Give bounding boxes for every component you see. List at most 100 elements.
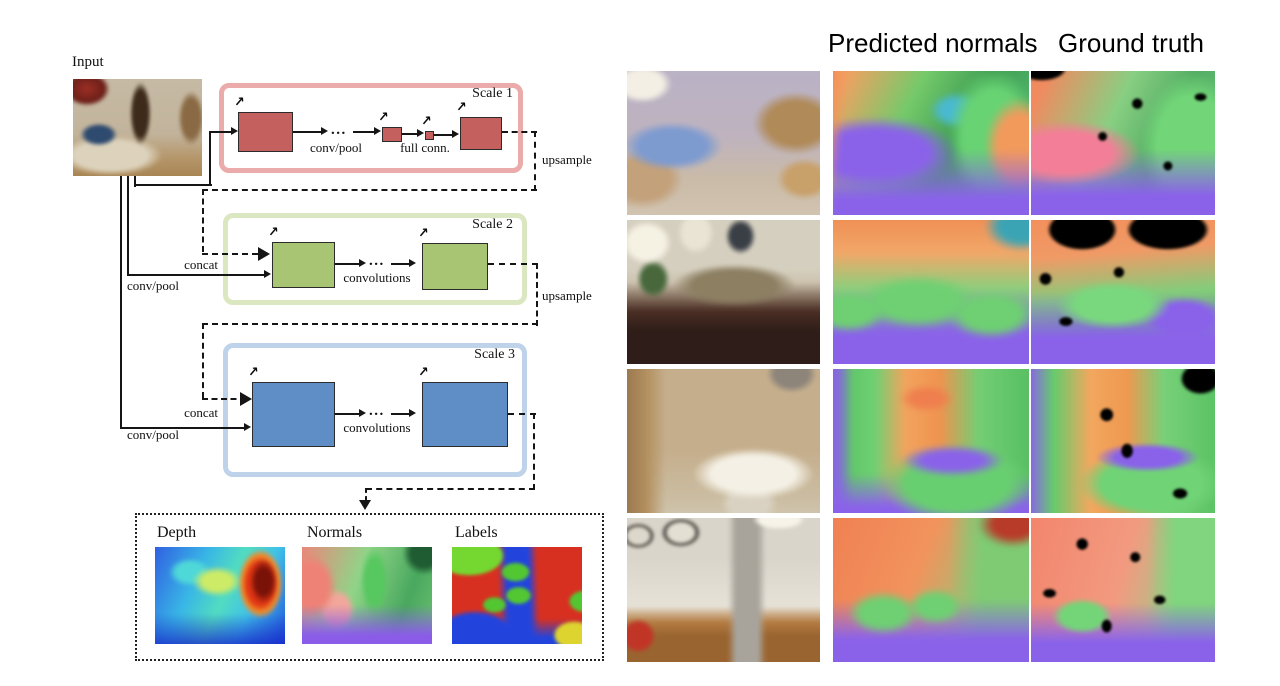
connector-line bbox=[127, 274, 266, 276]
ground-truth-image bbox=[1031, 518, 1215, 662]
convolutions-label: convolutions bbox=[343, 270, 411, 285]
input-photo bbox=[73, 79, 202, 176]
ground-truth-art bbox=[1031, 369, 1215, 513]
depth-map-image bbox=[155, 547, 285, 644]
arrowhead-icon bbox=[359, 500, 371, 510]
connector-line bbox=[209, 131, 233, 133]
outputs-frame bbox=[135, 513, 604, 661]
dashed-connector-line bbox=[366, 488, 535, 490]
predicted-normals-header: Predicted normals bbox=[828, 28, 1038, 58]
connector-line bbox=[134, 176, 136, 187]
dashed-connector-line bbox=[202, 189, 204, 252]
connector-line bbox=[120, 176, 122, 429]
dashed-connector-line bbox=[508, 413, 536, 415]
output-layer-box bbox=[460, 117, 502, 150]
dashed-connector-line bbox=[534, 131, 536, 191]
arrowhead-icon bbox=[409, 259, 416, 267]
scale2-title: Scale 2 bbox=[472, 217, 513, 232]
ground-truth-art bbox=[1031, 518, 1215, 662]
result-input-art bbox=[627, 71, 820, 215]
feature-map-arrow-icon: ↗ bbox=[455, 99, 468, 116]
result-input-photo bbox=[627, 220, 820, 364]
conv-pool-label: conv/pool bbox=[127, 427, 179, 442]
conv-layer-box bbox=[382, 127, 402, 142]
ellipsis-label: ... bbox=[331, 122, 347, 138]
normals-map-art bbox=[302, 547, 432, 644]
dashed-connector-line bbox=[365, 488, 367, 501]
result-input-photo bbox=[627, 518, 820, 662]
arrowhead-icon bbox=[240, 392, 252, 406]
result-input-photo bbox=[627, 71, 820, 215]
feature-map-arrow-icon: ↗ bbox=[417, 225, 430, 242]
depth-map-art bbox=[155, 547, 285, 644]
upsample-label-1: upsample bbox=[542, 152, 592, 167]
connector-line bbox=[402, 133, 418, 135]
ellipsis-label: ... bbox=[369, 253, 385, 269]
conv-layer-box bbox=[252, 382, 335, 447]
predicted-normals-art bbox=[833, 71, 1029, 215]
dashed-connector-line bbox=[488, 263, 538, 265]
connector-line bbox=[335, 413, 361, 415]
connector-line bbox=[209, 131, 211, 186]
conv-pool-label: conv/pool bbox=[127, 278, 179, 293]
connector-line bbox=[434, 134, 453, 136]
feature-map-arrow-icon: ↗ bbox=[420, 113, 433, 130]
labels-map-image bbox=[452, 547, 582, 644]
full-conn-label: full conn. bbox=[400, 140, 450, 155]
connector-line bbox=[127, 176, 129, 276]
connector-line bbox=[391, 263, 411, 265]
arrowhead-icon bbox=[359, 259, 366, 267]
dashed-connector-line bbox=[502, 131, 537, 133]
ellipsis-label: ... bbox=[369, 403, 385, 419]
normals-label: Normals bbox=[307, 524, 363, 541]
upsample-label-2: upsample bbox=[542, 288, 592, 303]
ground-truth-header: Ground truth bbox=[1058, 28, 1204, 58]
arrowhead-icon bbox=[264, 270, 271, 278]
predicted-normals-image bbox=[833, 369, 1029, 513]
ground-truth-image bbox=[1031, 71, 1215, 215]
normals-map-image bbox=[302, 547, 432, 644]
scale3-title: Scale 3 bbox=[474, 347, 515, 362]
fc-layer-box bbox=[425, 131, 434, 140]
feature-map-arrow-icon: ↗ bbox=[247, 364, 260, 381]
depth-label: Depth bbox=[157, 524, 197, 541]
predicted-normals-art bbox=[833, 369, 1029, 513]
feature-map-arrow-icon: ↗ bbox=[233, 94, 246, 111]
feature-map-arrow-icon: ↗ bbox=[267, 224, 280, 241]
predicted-normals-image bbox=[833, 220, 1029, 364]
connector-line bbox=[293, 131, 323, 133]
convolutions-label: convolutions bbox=[343, 420, 411, 435]
connector-line bbox=[335, 263, 361, 265]
conv-layer-box bbox=[422, 243, 488, 290]
arrowhead-icon bbox=[258, 247, 270, 261]
arrowhead-icon bbox=[321, 127, 328, 135]
arrowhead-icon bbox=[409, 409, 416, 417]
arrowhead-icon bbox=[374, 127, 381, 135]
labels-label: Labels bbox=[455, 524, 498, 541]
concat-label: concat bbox=[184, 257, 218, 272]
ground-truth-art bbox=[1031, 220, 1215, 364]
labels-map-art bbox=[452, 547, 582, 644]
arrowhead-icon bbox=[231, 127, 238, 135]
result-input-photo bbox=[627, 369, 820, 513]
result-input-art bbox=[627, 220, 820, 364]
connector-line bbox=[391, 413, 411, 415]
connector-line bbox=[120, 427, 246, 429]
dashed-connector-line bbox=[202, 323, 538, 325]
arrowhead-icon bbox=[417, 129, 424, 137]
predicted-normals-image bbox=[833, 71, 1029, 215]
result-input-art bbox=[627, 369, 820, 513]
connector-line bbox=[134, 184, 212, 186]
scale1-title: Scale 1 bbox=[472, 86, 513, 101]
input-label: Input bbox=[72, 54, 104, 70]
arrowhead-icon bbox=[452, 130, 459, 138]
conv-layer-box bbox=[272, 242, 335, 288]
conv-layer-box bbox=[238, 112, 293, 152]
dashed-connector-line bbox=[202, 253, 258, 255]
input-photo-art bbox=[73, 79, 202, 176]
dashed-connector-line bbox=[202, 398, 246, 400]
ground-truth-image bbox=[1031, 369, 1215, 513]
arrowhead-icon bbox=[359, 409, 366, 417]
feature-map-arrow-icon: ↗ bbox=[417, 364, 430, 381]
